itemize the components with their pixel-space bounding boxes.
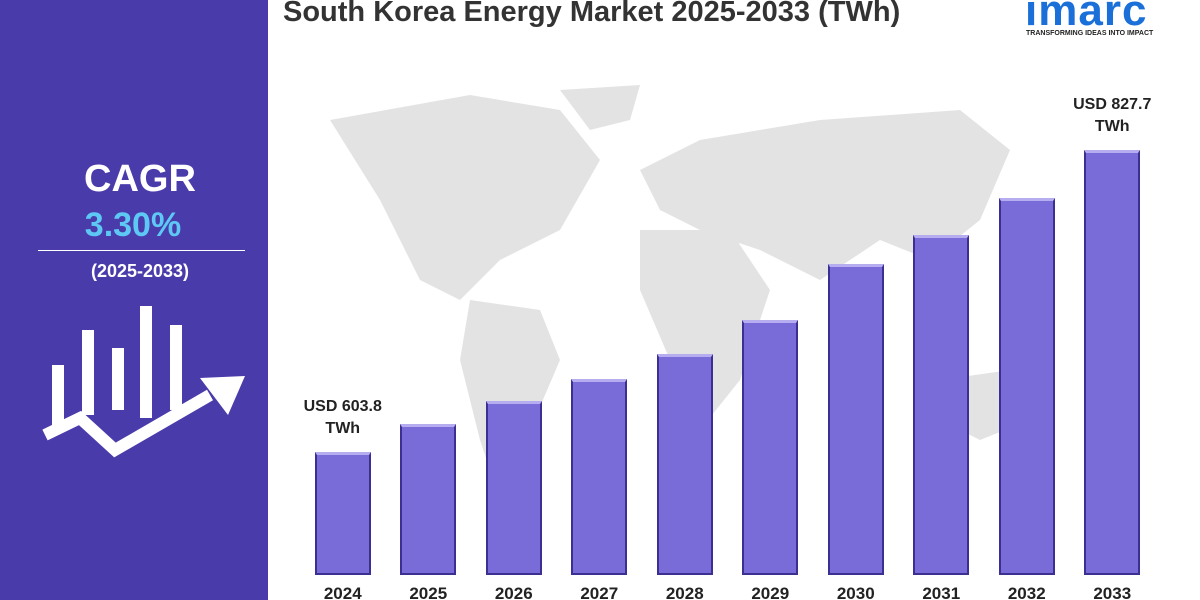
value-label: USD 603.8 TWh [303, 397, 382, 437]
bar [827, 263, 884, 575]
x-tick-label: 2031 [922, 584, 961, 600]
x-tick-label: 2024 [323, 584, 362, 600]
sidebar: CAGR 3.30% (2025-2033) [0, 0, 268, 600]
cagr-value: 3.30% [84, 206, 182, 244]
bar [571, 378, 628, 575]
x-tick-label: 2029 [751, 584, 790, 600]
x-tick-label: 2026 [494, 584, 533, 600]
bar [998, 197, 1055, 575]
x-tick-label: 2028 [665, 584, 704, 600]
x-tick-label: 2030 [836, 584, 875, 600]
value-label: USD 827.7 TWh [1073, 95, 1152, 135]
bar [656, 353, 713, 575]
bar [485, 400, 542, 575]
x-tick-label: 2032 [1007, 584, 1046, 600]
bar [742, 319, 799, 575]
bar [314, 451, 371, 575]
x-tick-label: 2033 [1093, 584, 1132, 600]
bar [913, 234, 970, 575]
logo-tagline: TRANSFORMING IDEAS INTO IMPACT [1026, 30, 1154, 37]
x-tick-label: 2027 [580, 584, 619, 600]
cagr-period: (2025-2033) [90, 261, 190, 281]
bar [400, 423, 457, 575]
growth-icon [42, 306, 245, 458]
chart-title: South Korea Energy Market 2025-2033 (TWh… [283, 0, 901, 28]
bar [1084, 149, 1141, 575]
x-tick-label: 2025 [409, 584, 448, 600]
cagr-label: CAGR [84, 158, 196, 200]
divider [38, 250, 245, 251]
logo-name: imarc [1025, 0, 1148, 35]
